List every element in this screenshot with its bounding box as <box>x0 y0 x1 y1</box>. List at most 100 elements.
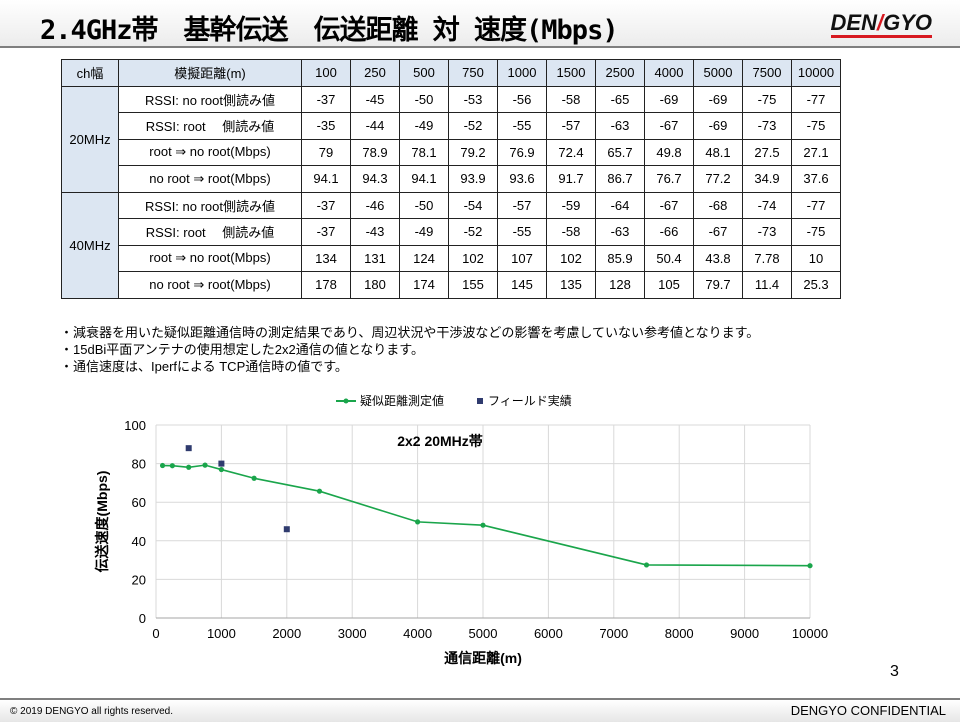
value-cell: -69 <box>693 85 743 113</box>
y-tick-label: 40 <box>132 534 146 549</box>
value-cell: 37.6 <box>791 165 841 193</box>
value-cell: -66 <box>644 218 694 246</box>
confidential-label: DENGYO CONFIDENTIAL <box>790 703 946 718</box>
page-number: 3 <box>890 663 899 680</box>
table-row: root ⇒ no root(Mbps) 79 78.9 78.1 79.2 76.9 72… <box>62 138 841 166</box>
simulated-data-point <box>480 522 486 528</box>
value-cell: 10 <box>791 244 841 272</box>
header-cell-distance: 2500 <box>595 59 645 87</box>
simulated-data-point <box>218 466 224 473</box>
value-cell: 128 <box>595 271 645 299</box>
value-cell: 27.1 <box>791 138 841 166</box>
value-cell: 180 <box>350 271 400 299</box>
chart-title: 2x2 20MHz帯 <box>397 433 483 449</box>
simulated-data-point <box>251 475 257 481</box>
header-cell-distance: 10000 <box>791 59 841 87</box>
value-cell: -55 <box>497 218 547 246</box>
table-row: root ⇒ no root(Mbps) 134 131 124 102 107 102 85… <box>62 244 841 272</box>
field-data-point <box>185 445 192 452</box>
value-cell: -65 <box>595 85 645 113</box>
value-cell: 93.6 <box>497 165 547 193</box>
x-tick-label: 9000 <box>730 626 759 641</box>
value-cell: -35 <box>301 112 351 140</box>
x-tick-label: 1000 <box>207 626 236 641</box>
field-data-point <box>218 460 225 467</box>
x-tick-label: 7000 <box>599 626 628 641</box>
value-cell: 134 <box>301 244 351 272</box>
value-cell: 49.8 <box>644 138 694 166</box>
value-cell: -75 <box>791 112 841 140</box>
value-cell: 78.9 <box>350 138 400 166</box>
page-title: 2.4GHz帯 基幹伝送 伝送距離 対 速度(Mbps) <box>40 15 619 46</box>
value-cell: -67 <box>693 218 743 246</box>
legend-marker-swatch <box>343 398 349 404</box>
x-axis-label: 通信距離(m) <box>444 650 522 666</box>
value-cell: 86.7 <box>595 165 645 193</box>
value-cell: 107 <box>497 244 547 272</box>
slide-header: 2.4GHz帯 基幹伝送 伝送距離 対 速度(Mbps) DEN/GYO <box>0 0 960 48</box>
value-cell: -52 <box>448 218 498 246</box>
value-cell: -75 <box>742 85 792 113</box>
value-cell: -75 <box>791 218 841 246</box>
value-cell: 174 <box>399 271 449 299</box>
value-cell: 93.9 <box>448 165 498 193</box>
value-cell: -58 <box>546 85 596 113</box>
value-cell: -64 <box>595 191 645 219</box>
group-cell: 20MHz <box>61 85 119 193</box>
value-cell: 76.7 <box>644 165 694 193</box>
x-tick-label: 0 <box>152 626 159 641</box>
copyright-text: © 2019 DENGYO all rights reserved. <box>10 706 173 717</box>
table-row: no root ⇒ root(Mbps) 94.1 94.3 94.1 93.9 93.6… <box>62 165 841 193</box>
value-cell: 124 <box>399 244 449 272</box>
table-row: 20MHz RSSI: no root側読み値 -37 -45 -50 -53 -56 -58… <box>61 85 841 193</box>
dengyo-logo: DEN/GYO <box>830 10 932 38</box>
x-tick-label: 6000 <box>534 626 563 641</box>
value-cell: 85.9 <box>595 244 645 272</box>
slide-footer: © 2019 DENGYO all rights reserved. DENGY… <box>0 698 960 722</box>
y-tick-label: 20 <box>132 572 146 587</box>
legend-square-swatch <box>477 398 483 404</box>
simulated-data-point <box>169 463 175 469</box>
row-label-cell: RSSI: root 側読み値 <box>118 218 302 246</box>
value-cell: 94.1 <box>301 165 351 193</box>
value-cell: -45 <box>350 85 400 113</box>
value-cell: 76.9 <box>497 138 547 166</box>
simulated-series-line <box>162 464 811 567</box>
header-cell-distance: 1500 <box>546 59 596 87</box>
value-cell: -77 <box>791 85 841 113</box>
group-cell: 40MHz <box>61 191 119 299</box>
header-cell-distance: 1000 <box>497 59 547 87</box>
legend-label-simulated: 疑似距離測定値 <box>360 393 444 408</box>
row-label-cell: no root ⇒ root(Mbps) <box>118 165 302 193</box>
header-cell-distance: 4000 <box>644 59 694 87</box>
table-header-row: ch幅 模擬距離(m) 100 250 500 750 1000 1500 2500 4000 50… <box>61 59 841 87</box>
row-label-cell: root ⇒ no root(Mbps) <box>118 244 302 272</box>
row-label-cell: root ⇒ no root(Mbps) <box>118 138 302 166</box>
value-cell: 102 <box>546 244 596 272</box>
value-cell: -74 <box>742 191 792 219</box>
value-cell: -53 <box>448 85 498 113</box>
simulated-data-point <box>316 488 323 494</box>
y-tick-label: 100 <box>124 418 146 433</box>
row-label-cell: RSSI: root 側読み値 <box>118 112 302 140</box>
value-cell: -59 <box>546 191 596 219</box>
value-cell: -69 <box>693 112 743 140</box>
value-cell: 94.1 <box>399 165 449 193</box>
simulated-data-point <box>186 464 192 470</box>
header-cell-distance: 5000 <box>693 59 743 87</box>
value-cell: 91.7 <box>546 165 596 193</box>
note-line: ・減衰器を用いた疑似距離通信時の測定結果であり、周辺状況や干渉波などの影響を考慮… <box>60 325 760 340</box>
y-tick-label: 80 <box>132 457 146 472</box>
value-cell: -50 <box>399 85 449 113</box>
logo-underline <box>830 35 932 38</box>
value-cell: 79.2 <box>448 138 498 166</box>
value-cell: 145 <box>497 271 547 299</box>
value-cell: -69 <box>644 85 694 113</box>
y-tick-label: 0 <box>139 611 146 626</box>
value-cell: 25.3 <box>791 271 841 299</box>
value-cell: -37 <box>301 191 351 219</box>
simulated-data-point <box>202 462 208 468</box>
logo-text-right: GYO <box>883 10 932 35</box>
y-tick-label: 60 <box>132 495 146 510</box>
